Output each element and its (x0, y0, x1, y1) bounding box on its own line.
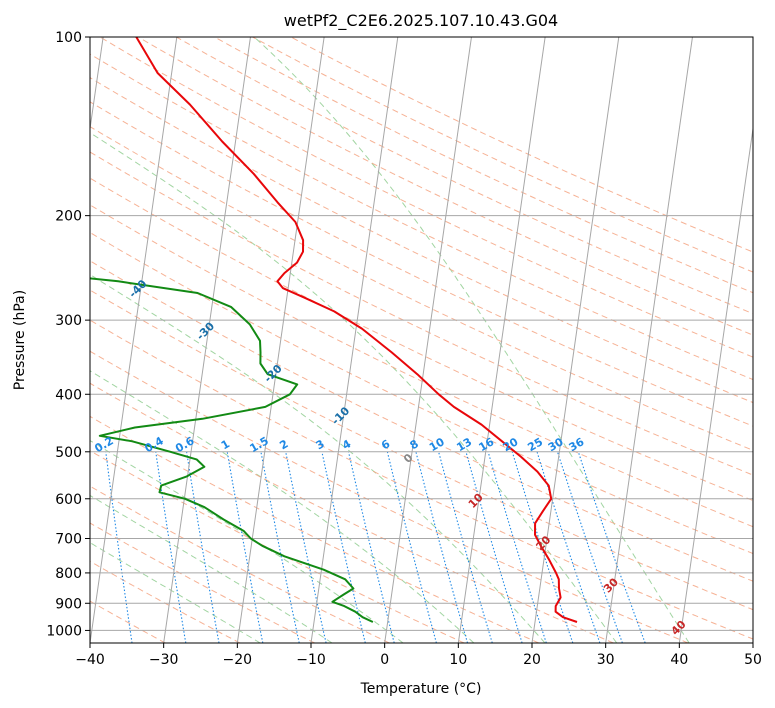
x-tick-label: −30 (149, 652, 179, 668)
x-tick-label: −10 (296, 652, 326, 668)
moist-adiabat (90, 542, 261, 643)
isotherm-line (678, 125, 753, 643)
x-tick-label: 0 (380, 652, 389, 668)
mixing-ratio-line (536, 451, 601, 643)
mixing-ratio-line (321, 451, 366, 643)
y-tick-label: 500 (55, 445, 82, 461)
mixing-ratio-line (386, 451, 437, 643)
y-tick-label: 700 (55, 532, 82, 548)
y-tick-label: 800 (55, 566, 82, 582)
mixing-ratio-line (226, 451, 264, 643)
mixing-ratio-line (577, 451, 646, 643)
isotherm-grid (90, 37, 753, 643)
dry-adiabat (90, 415, 539, 643)
isotherm-line (605, 37, 693, 643)
dry-adiabat (90, 450, 465, 643)
dry-adiabat (90, 289, 753, 611)
y-tick-label: 600 (55, 492, 82, 508)
x-tick-label: 20 (523, 652, 541, 668)
profile-series (90, 37, 578, 623)
isobar-grid (90, 37, 753, 631)
y-tick-label: 100 (55, 30, 82, 46)
mixing-ratio-line (260, 451, 300, 643)
mixing-ratio-line (487, 451, 547, 643)
plot-frame (89, 36, 754, 644)
dry-adiabat (90, 319, 753, 640)
isotherm-line (90, 37, 178, 643)
x-tick-label: 50 (744, 652, 762, 668)
moist-adiabat (90, 370, 475, 643)
isotherm-line (384, 37, 472, 643)
x-tick-label: 40 (670, 652, 688, 668)
mixing-ratio-line (415, 451, 469, 643)
moist-adiabat (253, 37, 690, 643)
dry-adiabat (90, 101, 753, 427)
isotherm-line (236, 37, 325, 643)
dry-adiabat (90, 77, 753, 404)
dewpoint-profile-line (90, 277, 374, 623)
y-tick-label: 1000 (46, 623, 82, 639)
dry-adiabat (90, 522, 315, 643)
x-tick-label: 10 (449, 652, 467, 668)
x-tick-label: −20 (223, 652, 253, 668)
moist-adiabat (90, 439, 404, 643)
y-axis: 100 200 300 400 500 600 700 800 900 1000 (46, 30, 90, 639)
isotherm-line (163, 37, 251, 643)
mixing-ratio-line (556, 451, 623, 643)
isotherm-line (310, 37, 399, 643)
dry-adiabat (90, 177, 753, 502)
x-tick-label: −40 (75, 652, 105, 668)
y-axis-label: Pressure (hPa) (12, 290, 28, 390)
x-axis-label: Temperature (°C) (360, 681, 482, 697)
dry-adiabat (90, 204, 753, 528)
temperature-profile-line (135, 37, 578, 623)
dry-adiabat (90, 485, 390, 643)
mixing-ratio-line (347, 451, 395, 643)
isotherm-line (531, 37, 620, 643)
y-tick-label: 900 (55, 596, 82, 612)
isotherm-line (457, 37, 546, 643)
chart-title: wetPf2_C2E6.2025.107.10.43.G04 (284, 11, 558, 31)
y-tick-label: 300 (55, 313, 82, 329)
dry-adiabat (90, 231, 753, 555)
x-axis: −40 −30 −20 −10 0 10 20 30 40 50 (75, 643, 762, 668)
mixing-ratio-lines (105, 451, 646, 643)
mixing-ratio-line (285, 451, 327, 643)
mixing-ratio-line (465, 451, 523, 643)
dry-adiabat (99, 37, 753, 358)
x-tick-label: 30 (597, 652, 615, 668)
mixing-ratio-line (511, 451, 574, 643)
y-tick-label: 200 (55, 209, 82, 225)
dry-adiabat (137, 37, 753, 336)
dry-adiabat (214, 37, 753, 294)
dry-adiabat (90, 382, 614, 643)
moist-adiabat (90, 273, 546, 643)
y-tick-label: 400 (55, 387, 82, 403)
dry-adiabats (90, 37, 753, 643)
plot-area: 0.20.40.611.52346810131620253036-100-90-… (90, 37, 753, 643)
